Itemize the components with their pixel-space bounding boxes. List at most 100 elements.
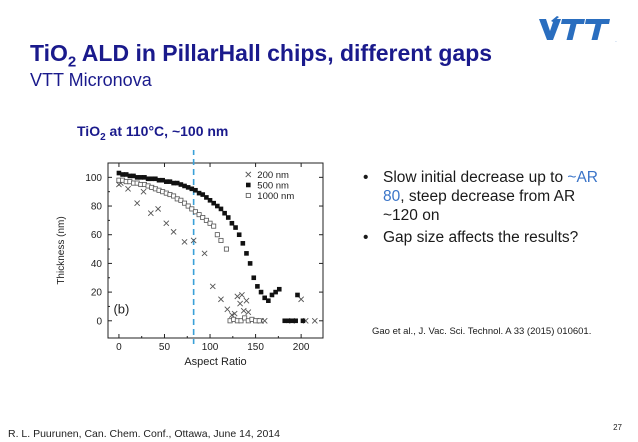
data-point — [238, 318, 244, 324]
data-point — [224, 306, 231, 313]
title-subscript: 2 — [67, 53, 77, 71]
slide-subtitle: VTT Micronova — [30, 70, 152, 90]
data-point — [276, 286, 282, 292]
data-point — [273, 289, 278, 295]
data-point — [123, 172, 129, 177]
data-point — [211, 223, 217, 229]
data-point — [262, 295, 267, 301]
y-tick-label: 20 — [91, 288, 103, 299]
legend-label: 1000 nm — [257, 191, 294, 202]
data-point — [228, 312, 235, 318]
data-point — [240, 241, 246, 246]
y-tick-label: 40 — [91, 259, 103, 270]
data-point — [160, 177, 165, 183]
data-point — [261, 317, 268, 324]
bullet-item-2: Gap size affects the results? — [357, 228, 612, 247]
data-point — [145, 176, 151, 182]
y-tick-label: 100 — [85, 173, 102, 184]
data-point — [300, 318, 306, 324]
data-point — [167, 179, 173, 184]
data-point — [242, 315, 248, 321]
x-axis-label: Aspect Ratio — [184, 356, 246, 368]
data-point — [182, 183, 187, 189]
data-point — [200, 215, 206, 221]
data-point — [222, 210, 227, 216]
y-axis-label: Thickness (nm) — [56, 216, 67, 284]
data-point — [203, 217, 209, 223]
page-number: 27 — [613, 423, 622, 432]
data-point — [207, 197, 213, 203]
data-point — [223, 246, 229, 252]
legend-marker — [245, 182, 251, 188]
logo-text: VTT — [615, 41, 617, 43]
panel-annotation: (b) — [113, 302, 129, 317]
data-point — [178, 197, 184, 203]
data-point — [244, 251, 249, 256]
data-point — [293, 318, 298, 324]
data-point — [200, 192, 206, 197]
data-point — [266, 298, 271, 304]
data-point — [127, 173, 133, 179]
data-point — [196, 190, 202, 196]
y-tick-label: 80 — [91, 202, 103, 213]
data-point — [192, 209, 198, 215]
data-point — [153, 176, 158, 182]
data-point — [233, 225, 238, 230]
data-point — [214, 232, 220, 238]
bullet-1-text: Slow initial decrease up to — [383, 169, 568, 186]
x-tick-label: 100 — [202, 342, 219, 353]
x-tick-label: 50 — [159, 342, 171, 353]
data-point — [239, 292, 245, 298]
data-point — [155, 205, 162, 212]
data-point — [251, 275, 257, 281]
data-point — [247, 261, 253, 266]
data-point — [142, 175, 147, 180]
data-point — [225, 215, 231, 220]
data-point — [240, 307, 247, 314]
data-point — [237, 300, 244, 307]
x-tick-label: 150 — [247, 342, 264, 353]
plot-frame — [107, 162, 324, 339]
x-tick-label: 200 — [293, 342, 310, 353]
legend-label: 200 nm — [257, 170, 289, 181]
data-point — [286, 318, 291, 324]
data-point — [193, 187, 198, 193]
data-point — [181, 238, 188, 245]
data-point — [311, 317, 318, 324]
data-point — [134, 200, 141, 207]
chart-heading-rest: at 110°C, ~100 nm — [105, 123, 229, 139]
data-point — [185, 203, 191, 209]
chart-heading: TiO2 at 110°C, ~100 nm — [77, 123, 228, 143]
title-text-main: TiO — [30, 40, 68, 66]
data-point — [289, 318, 295, 324]
legend-marker — [245, 171, 252, 178]
bullet-item-1: Slow initial decrease up to ~AR 80, stee… — [357, 168, 612, 225]
data-point — [174, 180, 180, 186]
legend-marker — [245, 192, 251, 198]
vtt-logo-icon: VTT — [539, 16, 617, 43]
data-point — [164, 179, 169, 184]
data-point — [218, 237, 224, 243]
data-point — [163, 220, 170, 227]
data-point — [190, 237, 197, 244]
bullet-1-highlight: ~AR 80 — [383, 169, 598, 205]
data-point — [211, 200, 216, 206]
legend-label: 500 nm — [257, 180, 289, 191]
data-point — [258, 289, 264, 295]
data-point — [243, 297, 250, 304]
thickness-chart: 0 50 100 150 200 0 20 40 60 80 100 Aspect Ratio Thic… — [56, 150, 324, 368]
data-point — [218, 296, 224, 303]
chart-heading-subscript: 2 — [100, 131, 106, 143]
data-point — [131, 173, 136, 179]
slide-title: TiO2 ALD in PillarHall chips, different … — [30, 40, 492, 71]
data-point — [204, 195, 209, 200]
x-tick-label: 0 — [116, 342, 122, 353]
data-point — [255, 284, 260, 289]
data-point — [116, 170, 122, 176]
y-tick-label: 0 — [96, 316, 102, 327]
data-point — [236, 232, 242, 238]
data-point — [218, 206, 224, 212]
data-point — [201, 250, 208, 257]
series-1000-nm — [116, 177, 262, 324]
data-point — [147, 210, 154, 217]
